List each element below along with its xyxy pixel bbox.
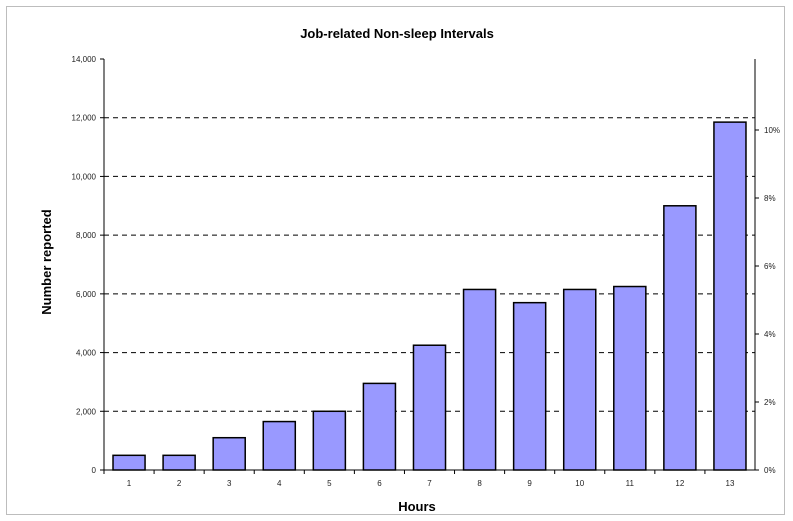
y-tick-label: 4,000: [76, 349, 97, 358]
x-tick-label: 6: [377, 479, 382, 488]
x-tick-label: 11: [626, 479, 635, 488]
bar: [713, 121, 747, 471]
y2-tick-labels: 0% 2% 4% 6% 8% 10%: [764, 126, 780, 475]
x-tick-label: 1: [127, 479, 132, 488]
x-tick-label: 12: [675, 479, 684, 488]
y2-tick-label: 4%: [764, 330, 776, 339]
bar: [462, 288, 497, 471]
x-tick-label: 8: [477, 479, 482, 488]
y-tick-label: 12,000: [72, 114, 97, 123]
y-tick-label: 10,000: [72, 172, 97, 181]
chart-title: Job-related Non-sleep Intervals: [300, 26, 494, 41]
y-tick-label: 2,000: [76, 407, 97, 416]
x-tick-label: 2: [177, 479, 182, 488]
x-tick-label: 3: [227, 479, 232, 488]
y-tick-label: 0: [92, 466, 97, 475]
x-tick-label: 10: [575, 479, 584, 488]
bar: [412, 344, 447, 471]
y2-tick-label: 10%: [764, 126, 780, 135]
x-tick-label: 13: [726, 479, 735, 488]
x-tick-label: 5: [327, 479, 332, 488]
bar: [112, 454, 146, 471]
x-tick-label: 4: [277, 479, 282, 488]
bar: [512, 301, 547, 471]
bar: [212, 436, 246, 471]
y-tick-label: 8,000: [76, 231, 97, 240]
bar: [162, 454, 196, 471]
y-tick-labels: 0 2,000 4,000 6,000 8,000 10,000 12,000 14,000: [72, 55, 97, 475]
bar: [262, 420, 297, 471]
x-tick-label: 9: [527, 479, 532, 488]
y2-tick-label: 2%: [764, 398, 776, 407]
y-tick-label: 6,000: [76, 290, 97, 299]
bar: [312, 410, 347, 471]
y2-tick-label: 0%: [764, 466, 776, 475]
bar: [362, 382, 397, 471]
bars: [112, 121, 747, 471]
y-axis-title: Number reported: [39, 209, 54, 315]
x-axis-title: Hours: [398, 499, 436, 514]
x-tick-label: 7: [427, 479, 432, 488]
y2-tick-label: 8%: [764, 194, 776, 203]
bar: [613, 285, 647, 471]
bar: [663, 205, 697, 471]
x-tick-labels: 1 2 3 4 5 6 7 8 9 10 11 12 13: [127, 479, 735, 488]
y2-tick-label: 6%: [764, 262, 776, 271]
y-tick-label: 14,000: [72, 55, 97, 64]
bar: [562, 288, 597, 471]
